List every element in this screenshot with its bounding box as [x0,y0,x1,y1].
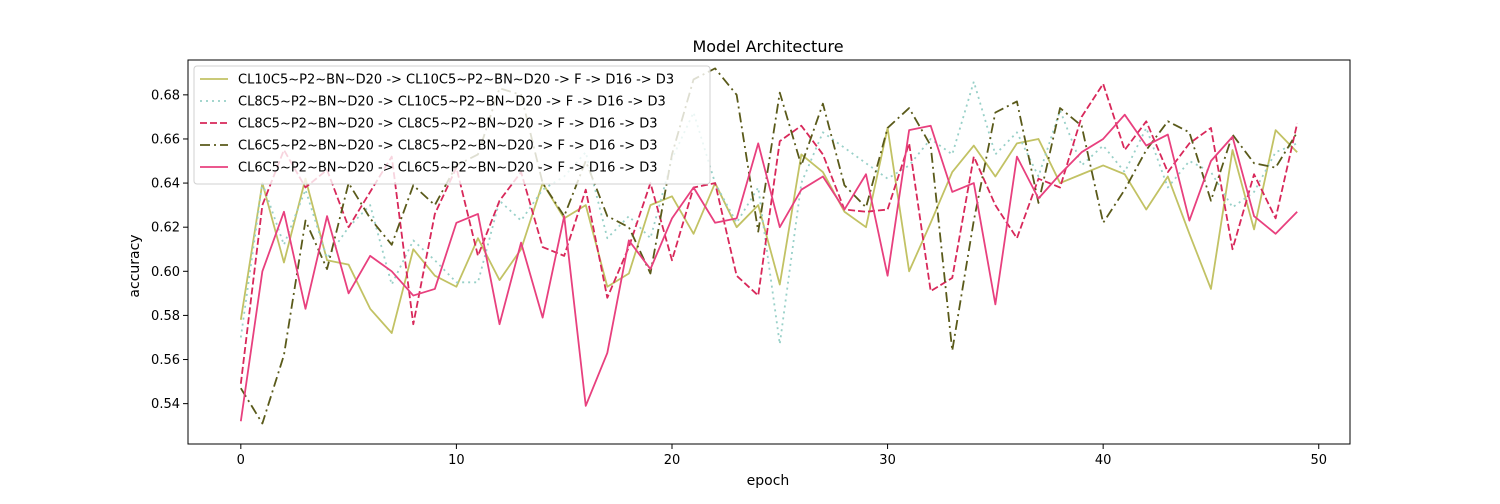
y-tick-label: 0.60 [151,265,180,280]
y-tick-label: 0.68 [151,88,180,103]
legend-label-2: CL8C5~P2~BN~D20 -> CL10C5~P2~BN~D20 -> F… [238,95,666,110]
y-tick-label: 0.58 [151,309,180,324]
legend-label-4: CL6C5~P2~BN~D20 -> CL8C5~P2~BN~D20 -> F … [238,139,658,154]
axes: 0 10 20 30 40 50 0.54 0.56 0.58 0.60 0.62 0.64 0.66 0… [151,59,1351,468]
x-tick-label: 30 [879,453,896,468]
y-tick-label: 0.54 [151,397,180,412]
y-tick-label: 0.56 [151,353,180,368]
y-tick-label: 0.62 [151,221,180,236]
series-line-3 [239,82,1299,384]
legend-box [193,65,711,185]
legend-label-3: CL8C5~P2~BN~D20 -> CL8C5~P2~BN~D20 -> F … [238,117,658,132]
x-tick-label: 50 [1310,453,1327,468]
y-tick-label: 0.64 [151,177,180,192]
series-line-4 [240,67,1298,425]
plot-frame [187,59,1351,445]
y-axis-label: accuracy [127,234,143,297]
x-tick-label: 20 [664,453,681,468]
series-line-5 [239,113,1298,422]
x-tick-label: 40 [1095,453,1112,468]
x-axis-label: epoch [747,473,790,489]
series-line-1 [239,127,1298,334]
x-tick-label: 0 [237,453,245,468]
chart-title: Model Architecture [692,37,843,56]
legend-label-5: CL6C5~P2~BN~D20 -> CL6C5~P2~BN~D20 -> F … [238,161,658,176]
series-group [239,67,1299,425]
legend-label-1: CL10C5~P2~BN~D20 -> CL10C5~P2~BN~D20 -> … [238,73,674,88]
legend: CL10C5~P2~BN~D20 -> CL10C5~P2~BN~D20 -> … [193,65,711,185]
y-tick-label: 0.66 [151,132,180,147]
x-tick-label: 10 [448,453,465,468]
